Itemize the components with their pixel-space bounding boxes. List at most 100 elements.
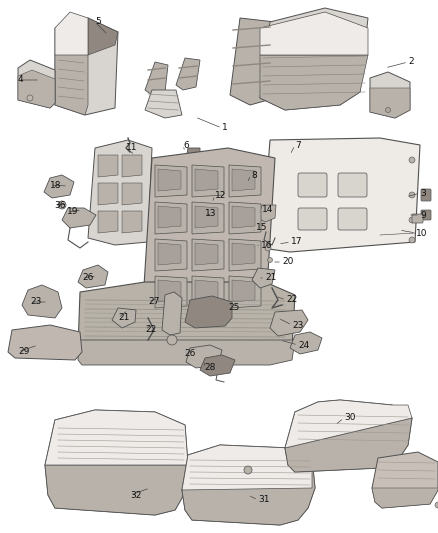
Polygon shape <box>55 12 88 55</box>
Polygon shape <box>232 206 255 228</box>
Text: 5: 5 <box>95 18 101 27</box>
Polygon shape <box>155 239 187 271</box>
Polygon shape <box>192 276 224 308</box>
Polygon shape <box>45 465 188 515</box>
Polygon shape <box>182 458 315 525</box>
Text: 8: 8 <box>251 171 257 180</box>
FancyBboxPatch shape <box>421 189 431 201</box>
Polygon shape <box>260 8 368 110</box>
Text: 2: 2 <box>408 58 413 67</box>
Polygon shape <box>55 48 88 115</box>
Text: 11: 11 <box>126 143 138 152</box>
Text: 29: 29 <box>18 348 29 357</box>
Text: 22: 22 <box>145 326 156 335</box>
FancyBboxPatch shape <box>338 208 367 230</box>
Text: 1: 1 <box>222 124 228 133</box>
Polygon shape <box>195 206 218 228</box>
Text: 7: 7 <box>295 141 301 149</box>
Text: 13: 13 <box>205 208 216 217</box>
Text: 6: 6 <box>183 141 189 149</box>
Polygon shape <box>62 208 96 228</box>
Polygon shape <box>370 72 410 118</box>
Text: 21: 21 <box>118 313 129 322</box>
Circle shape <box>409 237 415 243</box>
Text: 26: 26 <box>82 273 93 282</box>
Text: 25: 25 <box>228 303 240 312</box>
Text: 31: 31 <box>258 496 269 505</box>
Text: 12: 12 <box>215 190 226 199</box>
Polygon shape <box>218 152 232 168</box>
Text: 32: 32 <box>130 490 141 499</box>
Polygon shape <box>232 169 255 191</box>
Polygon shape <box>88 18 118 55</box>
FancyBboxPatch shape <box>412 214 423 223</box>
FancyBboxPatch shape <box>421 210 431 220</box>
Polygon shape <box>78 265 108 288</box>
Polygon shape <box>370 88 410 118</box>
FancyBboxPatch shape <box>298 173 327 197</box>
Polygon shape <box>176 58 200 90</box>
Polygon shape <box>208 192 224 212</box>
Polygon shape <box>195 243 218 265</box>
Polygon shape <box>155 165 187 197</box>
Text: 24: 24 <box>298 341 309 350</box>
Polygon shape <box>290 332 322 354</box>
Text: 16: 16 <box>261 240 272 249</box>
Text: 15: 15 <box>256 223 268 232</box>
Polygon shape <box>229 165 261 197</box>
Polygon shape <box>285 418 412 472</box>
Circle shape <box>385 108 391 112</box>
FancyBboxPatch shape <box>298 208 327 230</box>
Polygon shape <box>45 410 188 465</box>
Circle shape <box>244 466 252 474</box>
Polygon shape <box>8 325 82 360</box>
Polygon shape <box>258 205 276 222</box>
Polygon shape <box>155 202 187 234</box>
Polygon shape <box>192 165 224 197</box>
Text: 14: 14 <box>262 206 273 214</box>
Circle shape <box>265 245 271 251</box>
Circle shape <box>268 257 272 262</box>
Polygon shape <box>232 243 255 265</box>
Text: 30: 30 <box>344 414 356 423</box>
Circle shape <box>409 217 415 223</box>
Polygon shape <box>55 18 118 115</box>
Text: 3: 3 <box>420 189 426 198</box>
Polygon shape <box>22 285 62 318</box>
Polygon shape <box>44 175 74 198</box>
Polygon shape <box>270 310 308 336</box>
Polygon shape <box>98 211 118 233</box>
Polygon shape <box>262 138 420 252</box>
Circle shape <box>409 192 415 198</box>
Text: 17: 17 <box>291 238 303 246</box>
Text: 21: 21 <box>265 273 276 282</box>
Polygon shape <box>186 345 222 368</box>
Polygon shape <box>158 169 181 191</box>
Polygon shape <box>158 206 181 228</box>
Polygon shape <box>260 12 368 55</box>
Polygon shape <box>182 445 315 525</box>
Polygon shape <box>252 268 275 288</box>
Polygon shape <box>158 243 181 265</box>
Polygon shape <box>229 202 261 234</box>
Text: 18: 18 <box>50 181 61 190</box>
Polygon shape <box>246 168 262 188</box>
Polygon shape <box>155 276 187 308</box>
Circle shape <box>58 201 66 209</box>
Polygon shape <box>200 355 235 376</box>
Polygon shape <box>285 400 412 472</box>
Text: 36: 36 <box>54 200 66 209</box>
Polygon shape <box>230 18 275 105</box>
Circle shape <box>27 95 33 101</box>
Polygon shape <box>112 308 136 328</box>
Polygon shape <box>192 239 224 271</box>
Text: 27: 27 <box>148 297 159 306</box>
Polygon shape <box>142 148 275 328</box>
Polygon shape <box>98 155 118 177</box>
Text: 28: 28 <box>204 364 215 373</box>
Polygon shape <box>186 148 200 163</box>
Text: 20: 20 <box>282 257 293 266</box>
Text: 23: 23 <box>292 320 304 329</box>
Polygon shape <box>88 140 152 245</box>
Polygon shape <box>18 60 55 108</box>
